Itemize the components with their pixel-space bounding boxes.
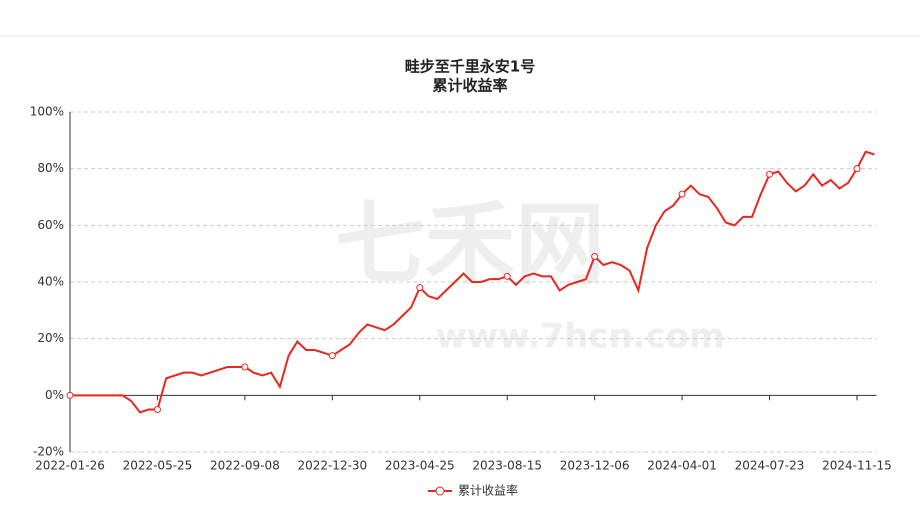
point: [853, 165, 861, 173]
legend-label: 累计收益率: [458, 483, 518, 498]
x-tick-label: 2023-04-25: [385, 459, 455, 473]
point: [328, 352, 336, 360]
series-line: [70, 150, 875, 414]
chart-title: 畦步至千里永安1号: [405, 58, 535, 76]
x-tick-label: 2024-04-01: [647, 459, 717, 473]
x-tick-label: 2024-11-15: [822, 459, 892, 473]
y-tick-label: 20%: [37, 331, 64, 345]
y-tick-label: -20%: [33, 445, 64, 459]
point: [416, 284, 424, 292]
x-tick-label: 2022-12-30: [297, 459, 367, 473]
chart-subtitle: 累计收益率: [432, 77, 507, 95]
y-tick-label: 60%: [37, 218, 64, 232]
point: [503, 272, 511, 280]
x-tick-label: 2022-01-26: [35, 459, 105, 473]
point: [591, 253, 599, 260]
x-tick-label: 2022-05-25: [123, 459, 193, 473]
watermark-url: www.7hcn.com: [435, 317, 724, 357]
point: [241, 363, 249, 371]
x-tick-label: 2024-07-23: [735, 459, 805, 473]
y-tick-label: 80%: [37, 161, 64, 175]
point: [66, 391, 74, 399]
legend-marker: [435, 486, 445, 496]
y-tick-label: 100%: [30, 105, 64, 119]
point: [153, 406, 161, 413]
x-tick-label: 2023-12-06: [560, 459, 630, 473]
point: [766, 170, 774, 178]
x-tick-label: 2022-09-08: [210, 459, 280, 473]
point: [678, 190, 686, 198]
x-tick-label: 2023-08-15: [472, 459, 542, 473]
y-tick-label: 0%: [45, 388, 64, 402]
y-tick-label: 40%: [37, 275, 64, 289]
